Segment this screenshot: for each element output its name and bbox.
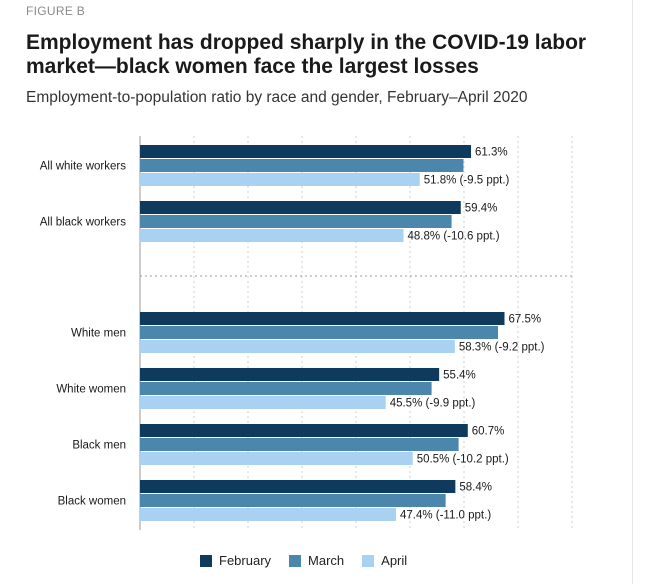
legend-label-april: April <box>381 553 408 568</box>
legend-item-april: April <box>362 553 407 568</box>
value-label-april: 45.5% (-9.9 ppt.) <box>390 398 476 410</box>
value-label-february: 60.7% <box>472 426 505 438</box>
legend-item-february: February <box>200 553 271 568</box>
bar-march <box>140 438 459 451</box>
legend-label-march: March <box>308 553 345 568</box>
value-labels: 61.3% 51.8% (-9.5 ppt.) 59.4% 48.8% (-10.6 … <box>390 147 545 522</box>
bar-february <box>140 312 505 325</box>
category-labels: All white workers All black workers White … <box>40 161 127 508</box>
bar-march <box>140 382 432 395</box>
value-label-february: 55.4% <box>443 370 476 382</box>
bar-march <box>140 326 499 339</box>
frame-edge <box>632 0 633 584</box>
chart-title: Employment has dropped sharply in the CO… <box>26 31 587 78</box>
bar-february <box>140 368 440 381</box>
value-label-april: 58.3% (-9.2 ppt.) <box>459 342 545 354</box>
chart-subtitle: Employment-to-population ratio by race a… <box>26 89 528 106</box>
bar-february <box>140 424 468 437</box>
bars <box>140 145 505 521</box>
value-label-february: 67.5% <box>509 314 542 326</box>
value-label-april: 48.8% (-10.6 ppt.) <box>408 231 500 243</box>
bar-march <box>140 159 464 172</box>
category-label: White men <box>71 328 126 340</box>
category-label: All white workers <box>40 161 127 173</box>
value-label-april: 51.8% (-9.5 ppt.) <box>424 175 510 187</box>
bar-february <box>140 201 461 214</box>
category-label: White women <box>56 384 126 396</box>
legend-swatch-march <box>289 554 302 567</box>
category-label: Black men <box>72 440 126 452</box>
bar-april <box>140 229 404 242</box>
legend-swatch-april <box>362 554 375 567</box>
category-label: Black women <box>58 496 126 508</box>
bar-april <box>140 508 396 521</box>
figure-label: FIGURE B <box>26 4 86 18</box>
value-label-february: 58.4% <box>459 482 492 494</box>
value-label-april: 50.5% (-10.2 ppt.) <box>417 454 509 466</box>
category-label: All black workers <box>40 217 127 229</box>
bar-april <box>140 173 420 186</box>
bar-april <box>140 396 386 409</box>
bar-april <box>140 340 455 353</box>
value-label-february: 61.3% <box>475 147 508 159</box>
value-label-april: 47.4% (-11.0 ppt.) <box>400 510 491 522</box>
bar-april <box>140 452 413 465</box>
legend-item-march: March <box>289 553 344 568</box>
bar-march <box>140 215 452 228</box>
legend: February March April <box>200 553 407 568</box>
bar-february <box>140 145 472 158</box>
legend-swatch-february <box>200 554 212 567</box>
bar-march <box>140 494 446 507</box>
legend-label-february: February <box>219 553 272 568</box>
bar-february <box>140 480 456 493</box>
value-label-february: 59.4% <box>465 203 498 215</box>
